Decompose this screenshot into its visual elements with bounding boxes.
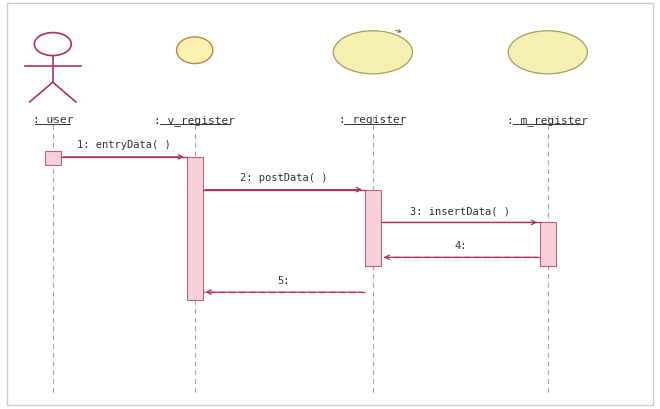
Text: 1: entryData( ): 1: entryData( ): [77, 140, 171, 150]
Bar: [45, 151, 61, 166]
Text: 2: postData( ): 2: postData( ): [240, 173, 327, 183]
Ellipse shape: [176, 38, 213, 64]
Circle shape: [34, 34, 71, 56]
Text: : register: : register: [339, 115, 407, 124]
Text: : m_register: : m_register: [508, 115, 588, 126]
Bar: [187, 157, 203, 301]
Text: 3: insertData( ): 3: insertData( ): [411, 206, 510, 216]
Bar: [365, 190, 381, 266]
Ellipse shape: [333, 31, 412, 74]
Bar: [540, 223, 556, 266]
Text: 5:: 5:: [278, 275, 290, 285]
Text: 4:: 4:: [454, 240, 467, 250]
Text: : v_register: : v_register: [154, 115, 235, 126]
Text: : user: : user: [32, 115, 73, 124]
Ellipse shape: [508, 31, 587, 74]
